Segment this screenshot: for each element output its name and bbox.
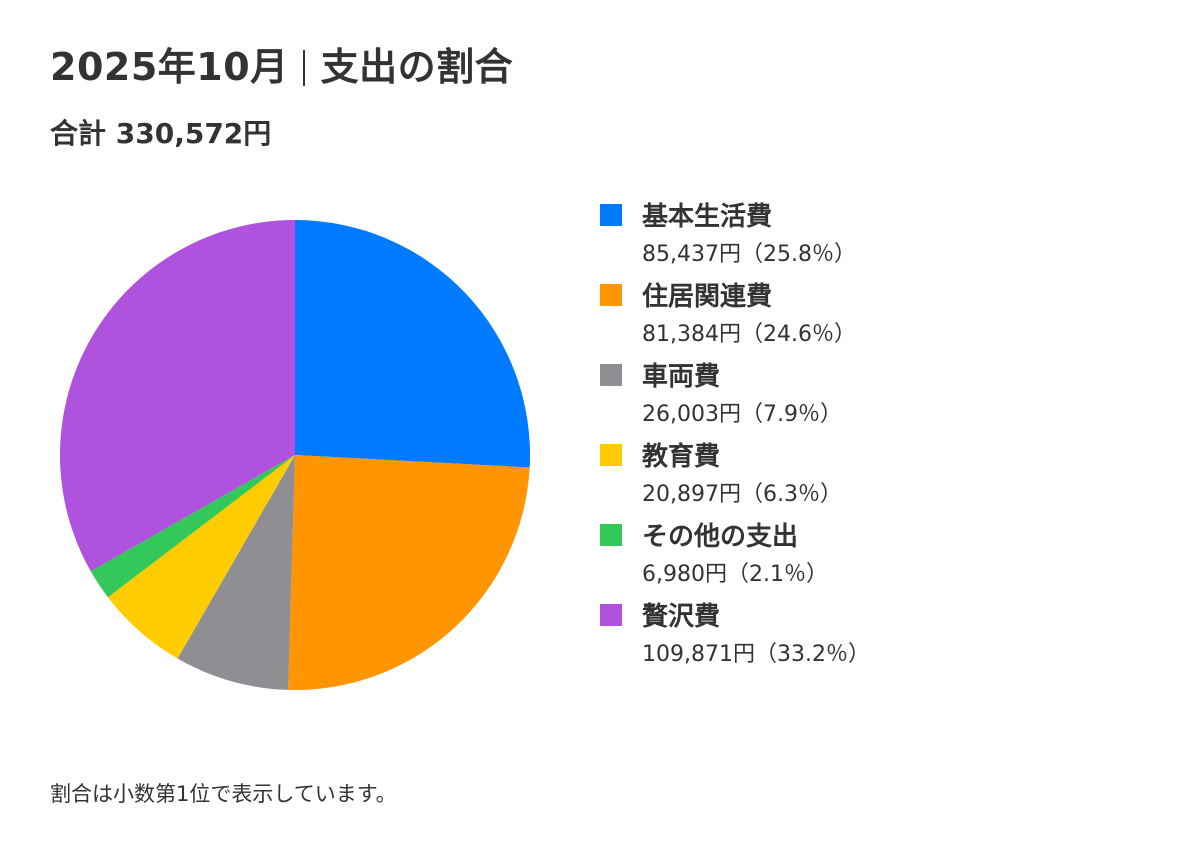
legend-value-1: 81,384円（24.6％） (642, 322, 856, 347)
legend-value-2: 26,003円（7.9％） (642, 402, 842, 427)
legend-item-4: その他の支出 6,980円（2.1％） (600, 516, 1180, 596)
legend-item-1: 住居関連費 81,384円（24.6％） (600, 276, 1180, 356)
legend-label-3: 教育費 (642, 442, 721, 472)
footnote: 割合は小数第1位で表示しています。 (50, 782, 397, 806)
chart-title: 2025年10月 支出の割合 (50, 36, 513, 91)
legend-item-2: 車両費 26,003円（7.9％） (600, 356, 1180, 436)
title-subject: 支出の割合 (320, 45, 514, 89)
legend-swatch-4 (600, 524, 622, 546)
legend-item-3: 教育費 20,897円（6.3％） (600, 436, 1180, 516)
legend-value-0: 85,437円（25.8％） (642, 242, 856, 267)
pie-slice-1 (288, 455, 530, 691)
legend-item-5: 贅沢費 109,871円（33.2％） (600, 596, 1180, 676)
legend-swatch-2 (600, 364, 622, 386)
pie-chart (59, 219, 531, 691)
pie-slice-0 (295, 219, 531, 468)
chart-legend: 基本生活費 85,437円（25.8％） 住居関連費 81,384円（24.6％） 車両… (600, 196, 1180, 676)
legend-label-5: 贅沢費 (642, 602, 721, 632)
title-separator (302, 50, 305, 86)
legend-swatch-0 (600, 204, 622, 226)
pie-slice-3 (107, 455, 295, 659)
pie-slice-4 (90, 455, 296, 598)
legend-label-1: 住居関連費 (642, 282, 773, 312)
total-amount: 合計 330,572円 (50, 117, 272, 150)
title-period: 2025年10月 (50, 45, 289, 89)
legend-value-4: 6,980円（2.1％） (642, 562, 828, 587)
legend-value-3: 20,897円（6.3％） (642, 482, 842, 507)
legend-label-2: 車両費 (642, 362, 721, 392)
legend-swatch-3 (600, 444, 622, 466)
legend-value-5: 109,871円（33.2％） (642, 642, 870, 667)
legend-label-4: その他の支出 (642, 522, 799, 552)
pie-slice-5 (59, 219, 296, 572)
legend-item-0: 基本生活費 85,437円（25.8％） (600, 196, 1180, 276)
legend-label-0: 基本生活費 (642, 202, 773, 232)
legend-swatch-1 (600, 284, 622, 306)
pie-slice-2 (177, 455, 295, 690)
legend-swatch-5 (600, 604, 622, 626)
